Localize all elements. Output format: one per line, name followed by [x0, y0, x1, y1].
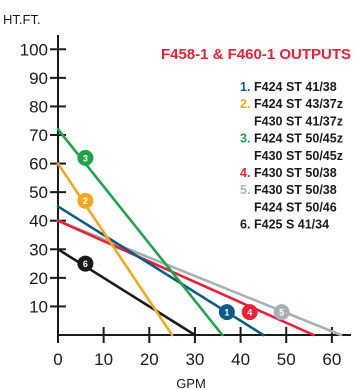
legend-label: F430 ST 50/38: [254, 166, 337, 180]
series-marker-circle: [273, 304, 290, 321]
legend-number: 1.: [240, 80, 250, 94]
x-tick-label: 40: [231, 350, 250, 369]
legend-label: F430 ST 50/45z: [254, 149, 343, 163]
series-marker-5: 5: [273, 304, 290, 321]
y-tick-label: 70: [29, 126, 48, 145]
axes: 10 20 30 40 50 60 70 80 90 100 0 10 20 30 40 50 60: [20, 35, 351, 369]
series-marker-4: 4: [241, 304, 258, 321]
series-marker-3: 3: [77, 149, 94, 166]
legend-entry-2: 2. F424 ST 43/37z: [240, 97, 343, 111]
y-axis-title: HT.FT.: [3, 12, 41, 27]
series-marker-6: 6: [77, 255, 94, 272]
series-marker-circle: [218, 304, 235, 321]
y-tick-label: 40: [29, 212, 48, 231]
legend-entry-5: F424 ST 50/46: [254, 200, 337, 214]
legend-number: 2.: [240, 97, 250, 111]
series-markers: 1 2 3 4 5 6: [77, 149, 290, 321]
series-marker-label: 2: [83, 196, 88, 206]
legend-number: 4.: [240, 166, 250, 180]
x-tick-label: 0: [53, 350, 62, 369]
x-tick-label: 20: [140, 350, 159, 369]
series-marker-label: 3: [83, 153, 88, 163]
series-marker-label: 5: [279, 308, 284, 318]
y-tick-label: 60: [29, 155, 48, 174]
legend-entry-6: 6. F425 S 41/34: [240, 218, 329, 232]
legend-entry-5: 5. F430 ST 50/38: [240, 183, 337, 197]
legend-entry-2: F430 ST 41/37z: [254, 114, 343, 128]
legend-label: F424 ST 50/45z: [254, 132, 343, 146]
series-lines: [56, 127, 343, 337]
series-marker-circle: [77, 255, 94, 272]
series-marker-circle: [77, 149, 94, 166]
legend-entry-3: 3. F424 ST 50/45z: [240, 132, 343, 146]
series-marker-1: 1: [218, 304, 235, 321]
legend-label: F430 ST 41/37z: [254, 114, 343, 128]
x-axis-title: GPM: [176, 376, 206, 390]
series-marker-label: 4: [247, 308, 252, 318]
legend-number: 3.: [240, 132, 250, 146]
legend-number: 5.: [240, 183, 250, 197]
series-marker-circle: [77, 192, 94, 209]
legend-entry-3: F430 ST 50/45z: [254, 149, 343, 163]
y-tick-label: 50: [29, 183, 48, 202]
y-tick-label: 90: [29, 69, 48, 88]
legend-entry-4: 4. F430 ST 50/38: [240, 166, 337, 180]
series-marker-label: 6: [83, 259, 88, 269]
series-line-5: [56, 219, 343, 337]
x-tick-label: 50: [277, 350, 296, 369]
series-line-4: [56, 219, 315, 337]
x-tick-label: 10: [94, 350, 113, 369]
legend-label: F424 ST 41/38: [254, 80, 337, 94]
y-tick-label: 30: [29, 240, 48, 259]
legend-label: F425 S 41/34: [254, 218, 329, 232]
series-marker-label: 1: [224, 308, 229, 318]
y-tick-label: 20: [29, 269, 48, 288]
legend: 1. F424 ST 41/38 2. F424 ST 43/37z F430 ST 4…: [240, 80, 343, 232]
legend-number: 6.: [240, 218, 250, 232]
series-line-2: [56, 162, 174, 337]
legend-label: F424 ST 43/37z: [254, 97, 343, 111]
chart-title: F458-1 & F460-1 OUTPUTS: [161, 46, 351, 63]
series-marker-2: 2: [77, 192, 94, 209]
legend-label: F430 ST 50/38: [254, 183, 337, 197]
x-tick-label: 60: [322, 350, 341, 369]
legend-entry-1: 1. F424 ST 41/38: [240, 80, 337, 94]
y-tick-label: 80: [29, 97, 48, 116]
series-marker-circle: [241, 304, 258, 321]
legend-label: F424 ST 50/46: [254, 200, 337, 214]
y-tick-label: 10: [29, 297, 48, 316]
y-tick-label: 100: [20, 40, 48, 59]
x-tick-label: 30: [185, 350, 204, 369]
